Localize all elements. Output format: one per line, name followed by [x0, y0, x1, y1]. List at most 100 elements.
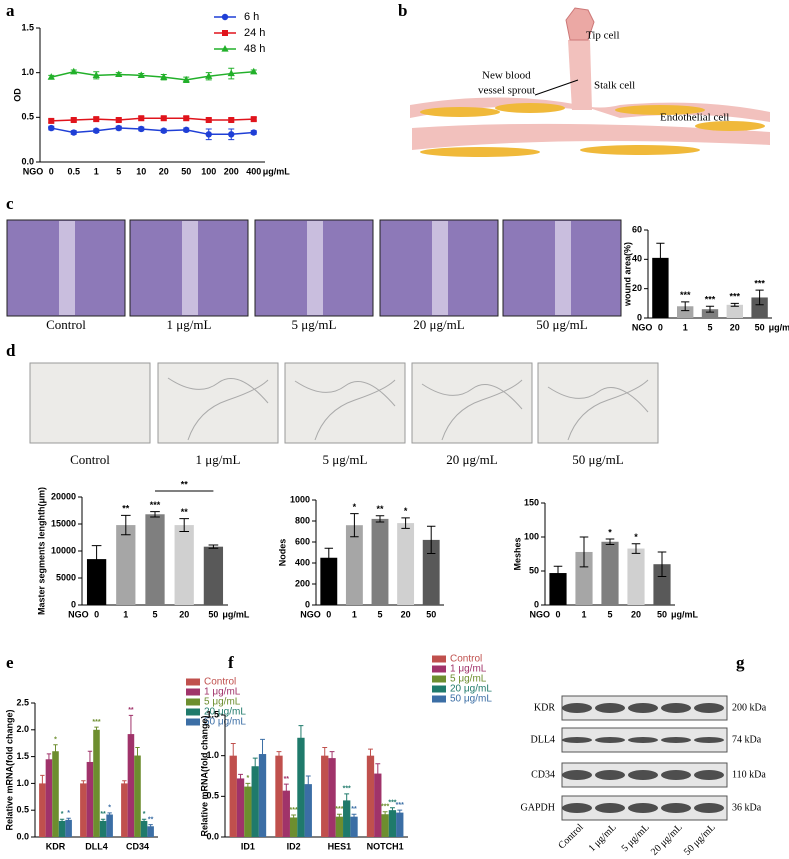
caption: 20 μg/mL — [446, 452, 497, 467]
significance: * — [108, 805, 111, 812]
protein: KDR — [534, 702, 555, 713]
vessel-diagram: Tip cell New blood vessel sprout Stalk c… — [410, 7, 770, 157]
bar — [601, 541, 619, 605]
wound-gap — [59, 221, 75, 315]
marker — [183, 126, 190, 134]
bar — [174, 525, 194, 605]
significance: * — [67, 810, 70, 817]
band — [595, 703, 625, 713]
legend-label: 20 μg/mL — [450, 684, 492, 695]
error-bar — [375, 763, 381, 784]
x-prefix: NGO — [23, 166, 44, 176]
x-tick-label: 1 — [94, 166, 99, 176]
marker — [70, 67, 78, 75]
y-tick-label: 0.5 — [206, 791, 219, 801]
wound-gap — [182, 221, 198, 315]
band — [661, 803, 691, 813]
bar — [39, 783, 46, 837]
y-tick-label: 15000 — [51, 518, 76, 528]
x-tick-label: NOTCH1 — [367, 841, 404, 851]
line — [51, 127, 254, 136]
legend-label: Control — [204, 677, 236, 688]
bar — [86, 559, 107, 605]
x-tick-label: 5 — [707, 322, 712, 332]
bar — [147, 826, 154, 837]
y-tick-label: 2.5 — [16, 697, 29, 707]
diagram-label: Endothelial cell — [660, 112, 729, 124]
pointer — [534, 79, 579, 96]
western-blot: KDR 200 kDa DLL4 74 kDa CD34 110 kDa GAPDH 36 k… — [521, 695, 767, 858]
bar — [65, 819, 72, 837]
bar — [701, 309, 719, 318]
x-tick-label: 50 — [755, 322, 765, 332]
x-tick-label: 5 — [152, 609, 157, 619]
panel-label: d — [6, 341, 16, 360]
marker — [137, 71, 145, 78]
bar — [127, 734, 135, 837]
tube-network — [167, 377, 269, 441]
significance: * — [404, 506, 408, 516]
protein: CD34 — [531, 769, 555, 780]
bar — [251, 766, 259, 837]
significance: ** — [181, 507, 189, 517]
y-tick-label: 20 — [632, 283, 642, 293]
caption: 50 μg/mL — [572, 452, 623, 467]
error-bar — [179, 518, 190, 533]
x-tick-label: 5 — [607, 609, 612, 619]
bracket-label: ** — [181, 479, 189, 489]
caption: Control — [70, 452, 110, 467]
y-tick-label: 0 — [71, 599, 76, 609]
y-axis-label: OD — [12, 88, 22, 102]
bar — [80, 783, 87, 837]
error-bar — [397, 809, 403, 816]
bar — [751, 297, 768, 318]
error-bar — [87, 750, 93, 774]
significance: *** — [343, 786, 351, 793]
x-tick-label: 10 — [136, 166, 146, 176]
significance: ** — [122, 504, 130, 514]
legend-marker — [221, 45, 229, 52]
bar — [134, 755, 141, 837]
band — [628, 770, 658, 780]
wound-gap — [432, 221, 448, 315]
diagram-label: New blood — [482, 70, 531, 82]
x-tick-label: 0 — [49, 166, 54, 176]
error-bar — [730, 302, 739, 307]
cell — [420, 107, 500, 117]
caption: 1 μg/mL — [196, 452, 241, 467]
tube-image — [29, 362, 151, 444]
error-bar — [245, 782, 251, 791]
significance: *** — [150, 500, 161, 510]
x-tick-label: 20 — [159, 166, 169, 176]
y-tick-label: 0 — [637, 312, 642, 322]
error-bar — [276, 751, 282, 761]
legend-swatch — [186, 698, 200, 706]
tip-cell — [565, 7, 595, 41]
x-tick-label: 1 — [683, 322, 688, 332]
bar — [282, 790, 290, 837]
y-axis-label: Relative mRNA(fold change) — [4, 709, 14, 830]
y-axis-label: Meshes — [512, 537, 522, 570]
bar — [371, 518, 389, 605]
marker — [160, 127, 167, 134]
protein: DLL4 — [531, 734, 555, 745]
y-tick-label: 1.0 — [16, 778, 29, 788]
y-tick-label: 800 — [295, 515, 310, 525]
x-prefix: NGO — [68, 609, 89, 619]
marker — [93, 116, 100, 123]
vessel — [410, 97, 582, 118]
bar — [575, 551, 593, 605]
y-tick-label: 600 — [295, 536, 310, 546]
error-bar — [141, 818, 147, 824]
marker — [138, 125, 145, 133]
caption: 5 μg/mL — [292, 317, 337, 332]
cell — [580, 145, 700, 155]
legend-marker — [221, 13, 229, 21]
bar — [86, 761, 94, 837]
caption: 20 μg/mL — [413, 317, 464, 332]
x-prefix: NGO — [300, 609, 321, 619]
significance: ** — [351, 806, 357, 813]
legend-swatch — [432, 665, 446, 673]
error-bar — [426, 525, 436, 555]
diagram-label: vessel sprout — [478, 85, 535, 97]
